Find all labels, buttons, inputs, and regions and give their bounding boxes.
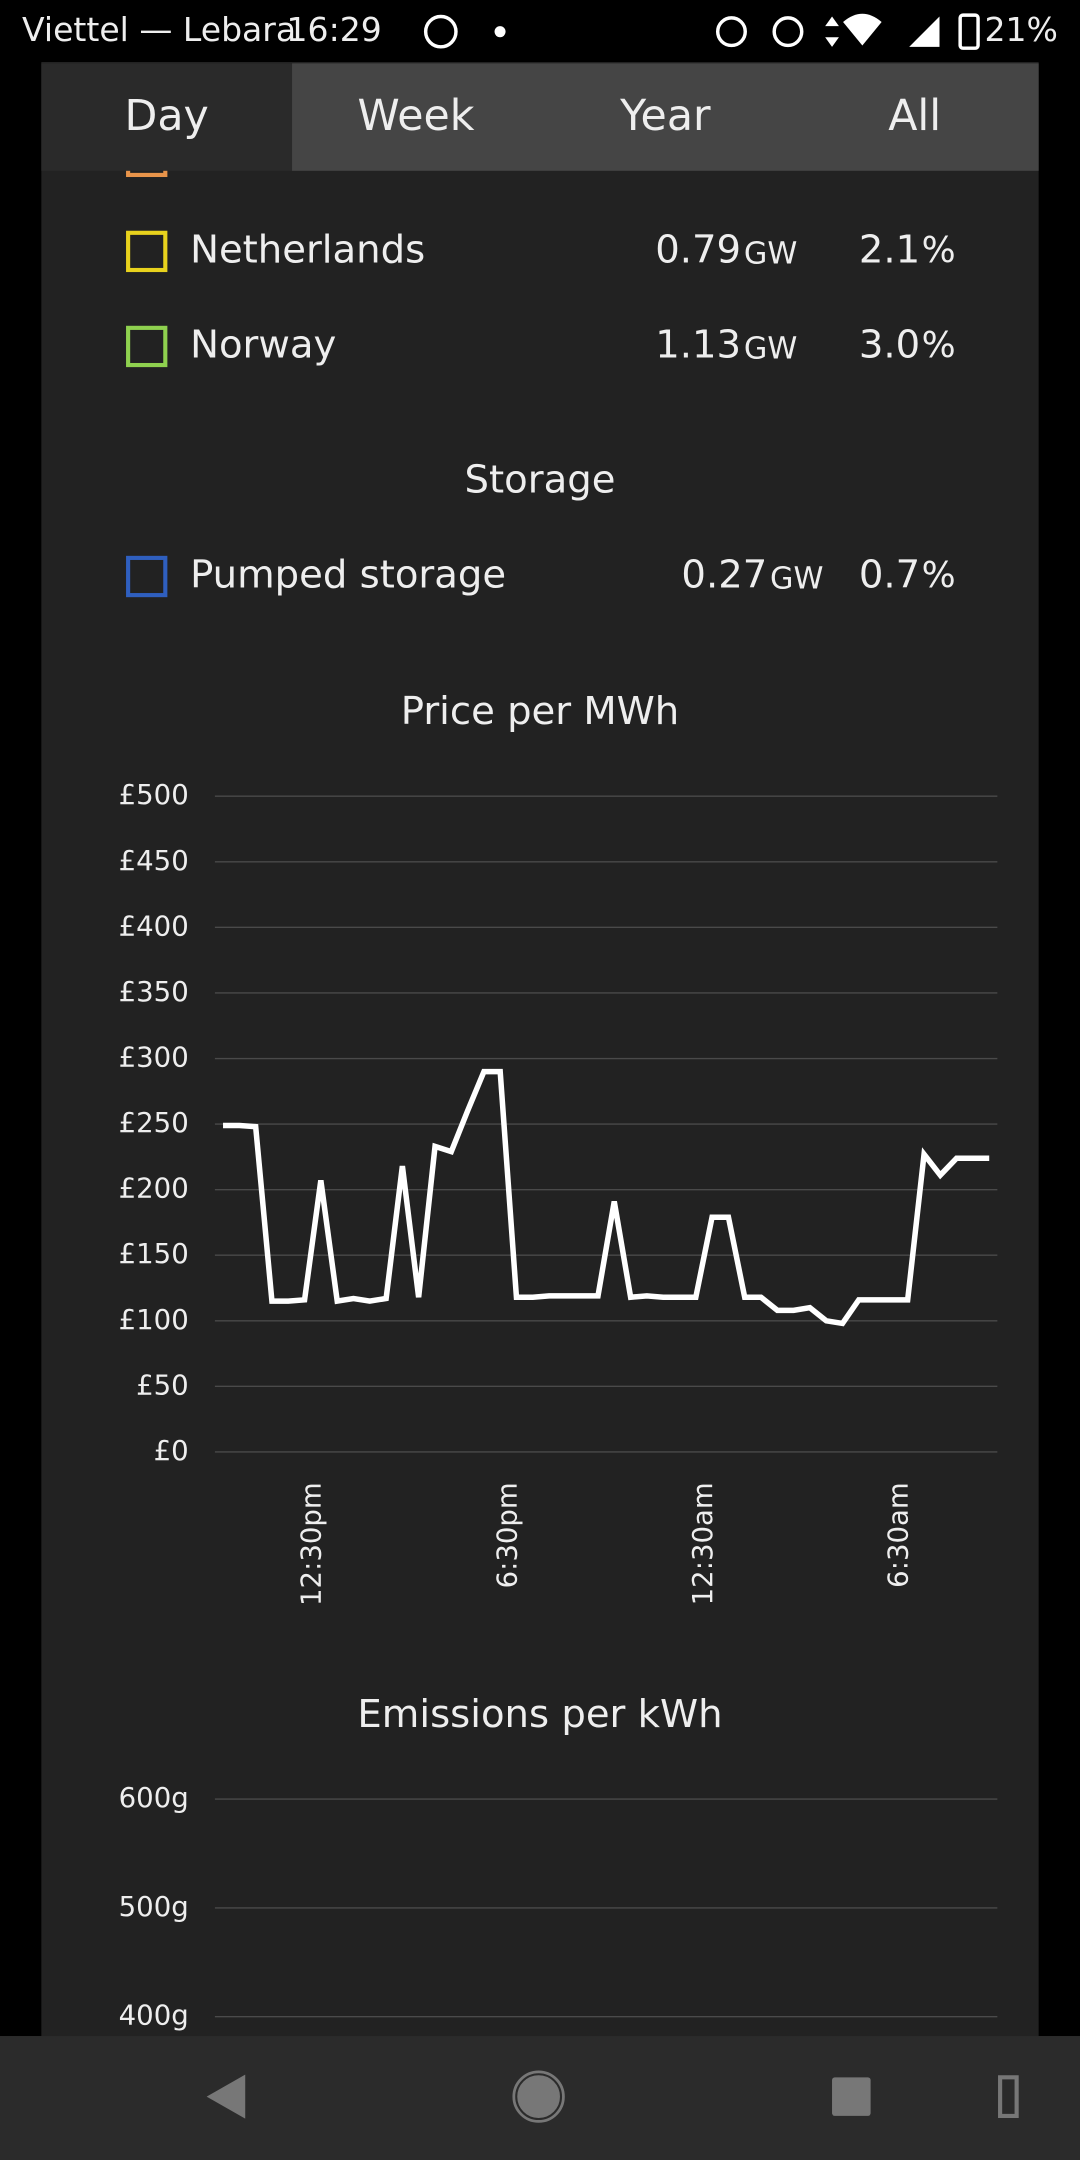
y-tick-label: 500g [119,1891,189,1923]
alarm-icon [715,16,747,48]
y-tick-label: 400g [119,2000,189,2032]
y-tick-label: £450 [119,845,189,877]
status-bg [0,0,1080,62]
content: Netherlands 0.79 GW 2.1 %Norway 1.13 GW 3.0 %Sto… [119,135,998,2032]
chart-title: Emissions per kWh [357,1692,722,1737]
back-button[interactable] [206,2074,246,2119]
section-title: Storage [465,458,616,503]
y-tick-label: £50 [136,1369,189,1401]
row-unit: GW [770,561,823,596]
y-tick-label: £300 [119,1042,189,1074]
battery-icon [958,13,980,50]
chart-title: Price per MWh [401,689,680,734]
row-name: Norway [190,323,336,368]
home-ring [512,2070,565,2123]
row-share-unit: % [922,325,956,366]
x-tick-label: 6:30am [883,1482,915,1588]
home-button[interactable] [517,2075,560,2118]
wifi-icon [843,13,882,46]
row-power: 1.13 [655,323,741,368]
y-tick-label: 600g [119,1782,189,1814]
data-icon [825,16,839,47]
y-tick-label: £150 [119,1238,189,1270]
recents-button[interactable] [832,2077,871,2116]
row-share-unit: % [922,555,956,596]
tab-others-bg [292,63,1039,171]
y-tick-label: £500 [119,779,189,811]
x-tick-label: 6:30pm [491,1482,523,1588]
carrier: Viettel — Lebara [22,10,296,49]
clock: 16:29 [287,10,382,49]
rotate-button[interactable] [998,2075,1019,2118]
notification-dot [494,26,506,38]
legend-box [126,555,168,598]
y-tick-label: £250 [119,1107,189,1139]
tab[interactable]: All [888,91,941,141]
row-share: 3.0 [859,323,920,368]
row-power: 0.79 [655,228,741,273]
content-panel [41,60,1039,2037]
legend-box [126,230,168,273]
battery-level: 21% [985,10,1058,49]
sync-icon [772,16,804,48]
x-tick-label: 12:30am [687,1482,719,1605]
tab-bar: Day Week Year All [41,63,1039,171]
y-tick-label: £100 [119,1304,189,1336]
whatsapp-icon [423,14,458,49]
y-tick-label: £0 [154,1435,189,1467]
x-tick-label: 12:30pm [296,1482,328,1606]
signal-icon [909,16,940,47]
row-power: 0.27 [681,553,767,598]
row-unit: GW [744,236,797,271]
y-tick-label: £400 [119,910,189,942]
y-tick-label: £350 [119,976,189,1008]
tab[interactable]: Day [125,91,209,141]
row-name: Pumped storage [190,553,506,598]
y-tick-label: £200 [119,1173,189,1205]
status-bar: Viettel — Lebara 16:29 21% [0,0,1080,62]
row-unit: GW [744,331,797,366]
price-line [223,1068,990,1327]
nav-bar [0,2036,1080,2160]
tab-day-bg[interactable] [41,63,293,171]
row-share-unit: % [922,230,956,271]
tab[interactable]: Week [358,91,475,141]
row-name: Netherlands [190,228,425,273]
tab[interactable]: Year [619,91,711,141]
row-share: 0.7 [859,553,920,598]
row-share: 2.1 [859,228,920,273]
legend-box [126,325,168,368]
